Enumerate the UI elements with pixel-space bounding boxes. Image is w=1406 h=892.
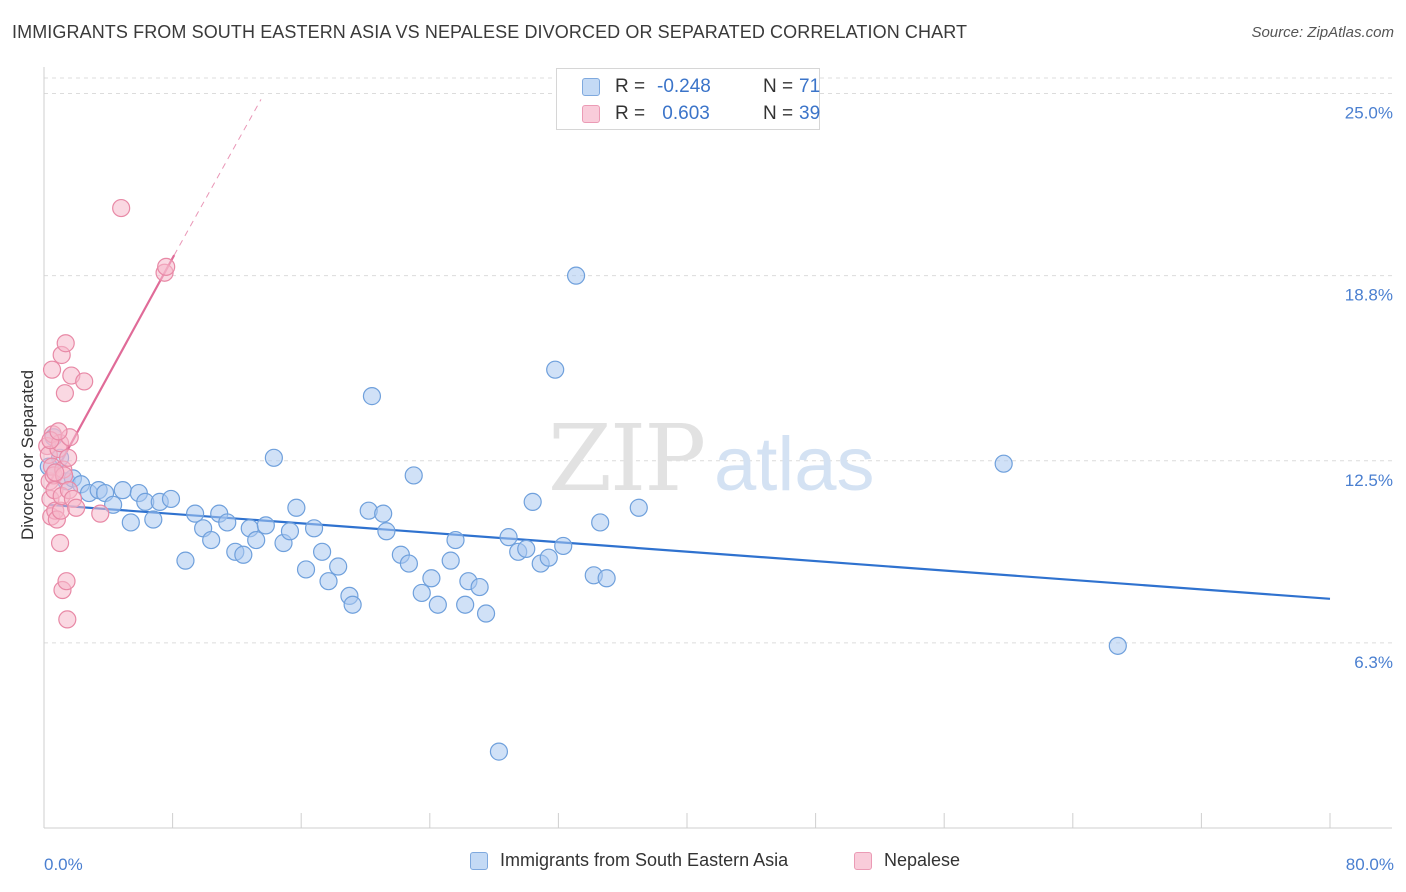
data-point-nepalese	[57, 572, 76, 591]
data-point-south-eastern-asia	[489, 742, 509, 761]
watermark-zip: ZIP	[548, 405, 704, 512]
data-point-south-eastern-asia	[597, 569, 616, 588]
stats-n-label: N =	[763, 103, 794, 124]
legend-item-nepalese: Nepalese	[854, 850, 960, 871]
data-point-south-eastern-asia	[428, 595, 447, 614]
data-point-south-eastern-asia	[412, 583, 431, 603]
stats-n-label: N =	[763, 76, 794, 97]
data-point-south-eastern-asia	[256, 516, 275, 535]
data-points	[38, 198, 1127, 761]
data-point-nepalese	[49, 422, 68, 441]
legend-swatch-blue	[470, 851, 488, 870]
data-point-south-eastern-asia	[523, 492, 542, 511]
legend-label: Nepalese	[884, 850, 961, 870]
data-point-south-eastern-asia	[566, 266, 586, 285]
data-point-south-eastern-asia	[218, 513, 237, 532]
data-point-nepalese	[157, 257, 176, 276]
stats-r-value: -0.248	[657, 76, 711, 97]
data-point-south-eastern-asia	[176, 551, 195, 570]
data-point-south-eastern-asia	[399, 554, 419, 573]
data-point-south-eastern-asia	[456, 595, 475, 614]
data-point-south-eastern-asia	[994, 454, 1013, 473]
data-point-nepalese	[75, 372, 94, 391]
trend-lines	[46, 99, 1331, 600]
data-point-south-eastern-asia	[304, 519, 324, 538]
data-point-south-eastern-asia	[422, 569, 441, 588]
data-point-south-eastern-asia	[441, 551, 460, 570]
data-point-south-eastern-asia	[629, 498, 648, 517]
data-point-south-eastern-asia	[161, 489, 181, 509]
legend-label: Immigrants from South Eastern Asia	[500, 850, 789, 870]
trend-line-pink	[46, 254, 176, 488]
data-point-nepalese	[67, 498, 86, 517]
data-point-nepalese	[46, 463, 65, 482]
data-point-south-eastern-asia	[374, 504, 393, 523]
data-point-nepalese	[55, 384, 74, 403]
data-point-south-eastern-asia	[287, 498, 306, 517]
watermark: ZIP atlas	[548, 405, 875, 512]
data-point-nepalese	[91, 504, 110, 523]
stats-r-value: 0.603	[657, 103, 710, 124]
data-point-south-eastern-asia	[234, 545, 253, 564]
data-point-south-eastern-asia	[121, 513, 140, 532]
stats-n-value: 71	[799, 76, 821, 97]
data-point-south-eastern-asia	[377, 522, 396, 541]
data-point-south-eastern-asia	[113, 481, 132, 500]
data-point-nepalese	[56, 334, 75, 353]
stats-r-label: R =	[615, 76, 646, 97]
stats-swatch-blue	[582, 78, 600, 96]
data-point-south-eastern-asia	[144, 510, 163, 529]
data-point-south-eastern-asia	[476, 604, 496, 623]
data-point-south-eastern-asia	[404, 466, 423, 485]
stats-n-value: 39	[799, 103, 821, 124]
x-tick-label: 0.0%	[44, 855, 83, 874]
y-tick-label: 25.0%	[1345, 104, 1393, 123]
y-tick-label: 6.3%	[1354, 653, 1393, 672]
data-point-south-eastern-asia	[264, 448, 283, 467]
data-point-south-eastern-asia	[499, 528, 518, 547]
data-point-south-eastern-asia	[296, 560, 316, 579]
data-point-south-eastern-asia	[362, 387, 382, 406]
data-point-nepalese	[42, 360, 62, 379]
data-point-nepalese	[59, 448, 78, 467]
data-point-south-eastern-asia	[446, 530, 465, 550]
stats-swatch-pink	[582, 105, 600, 123]
trend-line-pink-extension	[173, 99, 262, 256]
data-point-south-eastern-asia	[1108, 636, 1127, 655]
data-point-south-eastern-asia	[539, 548, 558, 567]
legend-swatch-pink	[854, 851, 872, 870]
data-point-nepalese	[50, 533, 70, 553]
watermark-atlas: atlas	[714, 422, 875, 507]
legend-item-south-eastern-asia: Immigrants from South Eastern Asia	[470, 850, 788, 871]
data-point-south-eastern-asia	[329, 557, 348, 576]
y-tick-label: 12.5%	[1345, 471, 1393, 490]
data-point-south-eastern-asia	[546, 360, 565, 379]
stats-legend: R = -0.248 N = 71 R = 0.603 N = 39	[556, 68, 820, 130]
chart-title: IMMIGRANTS FROM SOUTH EASTERN ASIA VS NE…	[12, 22, 968, 42]
data-point-south-eastern-asia	[517, 539, 536, 558]
data-point-nepalese	[112, 198, 131, 218]
data-point-south-eastern-asia	[470, 577, 489, 597]
data-point-south-eastern-asia	[312, 542, 332, 561]
data-point-nepalese	[58, 610, 77, 629]
stats-r-label: R =	[615, 103, 646, 124]
data-point-south-eastern-asia	[202, 530, 221, 550]
data-point-south-eastern-asia	[104, 495, 123, 514]
tick-labels: 6.3% 12.5% 18.8% 25.0% 0.0% 80.0%	[44, 104, 1394, 874]
y-tick-label: 18.8%	[1345, 286, 1393, 305]
data-point-south-eastern-asia	[591, 513, 610, 532]
data-point-south-eastern-asia	[319, 572, 338, 591]
y-axis-label: Divorced or Separated	[18, 369, 37, 541]
data-point-south-eastern-asia	[554, 536, 573, 556]
x-tick-label: 80.0%	[1346, 855, 1394, 874]
data-point-south-eastern-asia	[186, 504, 205, 523]
data-point-south-eastern-asia	[247, 530, 266, 550]
data-point-south-eastern-asia	[343, 595, 362, 614]
data-point-south-eastern-asia	[280, 522, 300, 541]
source-credit: Source: ZipAtlas.com	[1251, 24, 1394, 41]
chart-legend: Immigrants from South Eastern Asia Nepal…	[0, 850, 1406, 880]
